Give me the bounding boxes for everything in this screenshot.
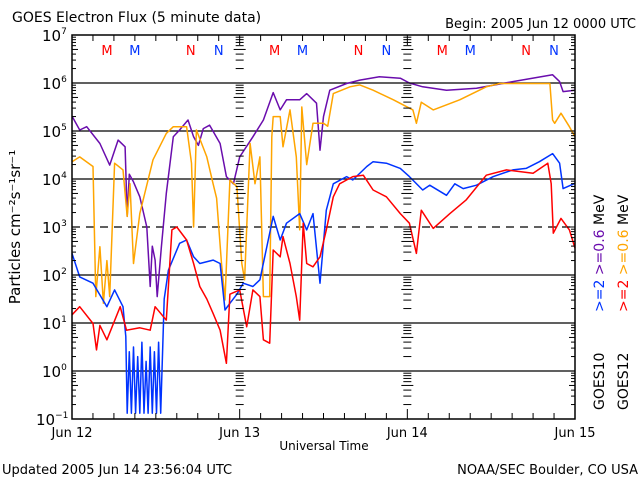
marker-n: N: [214, 44, 224, 59]
series-line: [71, 74, 576, 298]
y-tick-label: 105: [42, 123, 67, 141]
marker-n: N: [549, 44, 559, 59]
x-tick-label: Jun 15: [554, 426, 596, 441]
legend: GOES10 >=2 >=0.6 MeV GOES12 >=2 >=0.6 MeV: [592, 194, 632, 410]
legend-item: >=2: [616, 280, 632, 312]
x-tick-label: Jun 14: [386, 426, 428, 441]
y-tick-label: 10−1: [36, 411, 68, 429]
y-axis-label: Particles cm⁻²s⁻¹sr⁻¹: [6, 150, 24, 304]
legend-item: MeV: [616, 194, 632, 229]
marker-n: N: [186, 44, 196, 59]
y-tick-label: 100: [42, 363, 67, 381]
series-line: [71, 152, 576, 414]
marker-n: N: [382, 44, 392, 59]
legend-item: >=0.6: [616, 229, 632, 279]
axes: [71, 34, 576, 420]
y-tick-label: 104: [42, 171, 67, 189]
marker-m: M: [101, 44, 112, 59]
y-tick-label: 103: [42, 219, 67, 237]
marker-n: N: [521, 44, 531, 59]
series-lines: [71, 74, 576, 414]
begin-label: Begin: 2005 Jun 12 0000 UTC: [445, 17, 636, 32]
series-line: [71, 82, 576, 305]
marker-m: M: [269, 44, 280, 59]
x-tick-label: Jun 13: [218, 426, 260, 441]
legend-item: >=2: [592, 280, 608, 312]
marker-m: M: [297, 44, 308, 59]
legend-satellite-label: GOES10: [592, 353, 608, 410]
y-tick-label: 101: [42, 315, 67, 333]
updated-timestamp: Updated 2005 Jun 14 23:56:04 UTC: [2, 463, 232, 478]
x-tick-label: Jun 12: [51, 426, 93, 441]
chart-title: GOES Electron Flux (5 minute data): [12, 10, 261, 26]
y-tick-label: 106: [42, 75, 67, 93]
y-tick-labels: 107 106 105 104 103 102 101 100 10−1: [36, 27, 68, 429]
marker-n: N: [354, 44, 364, 59]
marker-m: M: [465, 44, 476, 59]
y-tick-label: 107: [42, 27, 67, 45]
legend-item: MeV: [592, 194, 608, 229]
y-tick-label: 102: [42, 267, 67, 285]
x-axis-label: Universal Time: [279, 439, 368, 453]
legend-energy-label: >=2 >=0.6 MeV: [616, 194, 632, 312]
legend-energy-label: >=2 >=0.6 MeV: [592, 194, 608, 312]
legend-item: >=0.6: [592, 229, 608, 279]
legend-satellite-label: GOES12: [616, 353, 632, 410]
series-line: [71, 162, 576, 365]
x-tick-labels: Jun 12 Jun 13 Jun 14 Jun 15: [51, 426, 596, 441]
marker-m: M: [437, 44, 448, 59]
source-credit: NOAA/SEC Boulder, CO USA: [457, 463, 638, 478]
marker-m: M: [129, 44, 140, 59]
